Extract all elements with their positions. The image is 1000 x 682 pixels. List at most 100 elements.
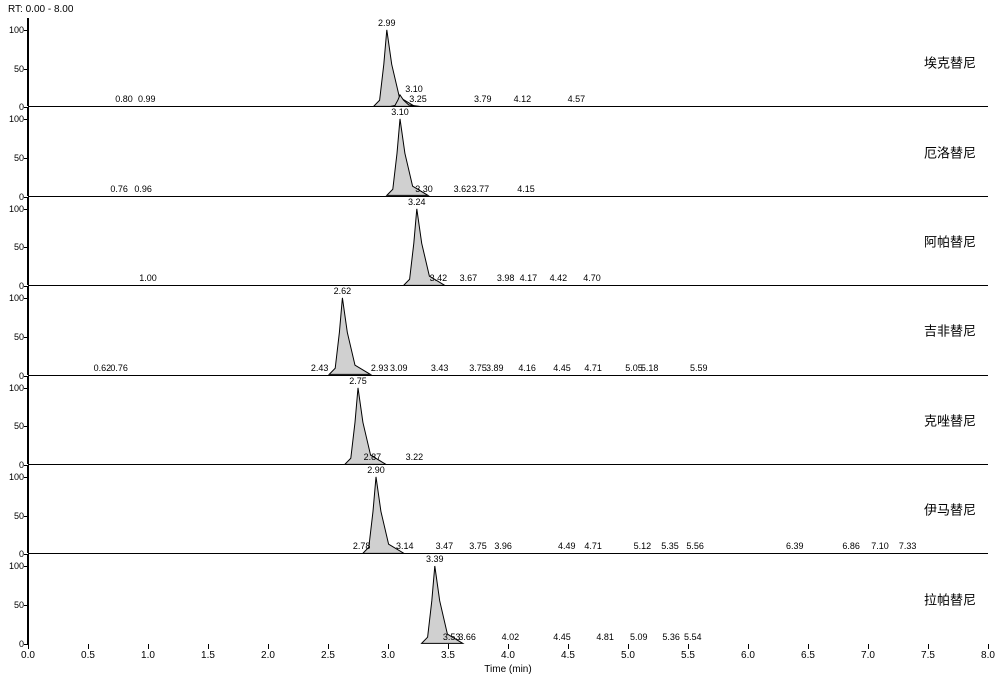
x-tick-label: 5.5: [681, 650, 695, 661]
rt-annotation: 5.12: [634, 541, 652, 551]
rt-annotation: 3.75: [469, 363, 487, 373]
rt-annotation: 3.77: [472, 184, 490, 194]
rt-annotation: 4.45: [553, 363, 571, 373]
main-peak: [329, 298, 370, 375]
x-tick: [268, 644, 269, 649]
y-tick-label: 50: [0, 153, 24, 163]
peak-rt-label: 2.99: [378, 18, 396, 28]
x-tick: [148, 644, 149, 649]
peak-trace: [28, 107, 988, 195]
rt-annotation: 4.71: [584, 363, 602, 373]
x-tick: [868, 644, 869, 649]
y-tick-label: 0: [0, 639, 24, 649]
y-tick-label: 50: [0, 421, 24, 431]
rt-annotation: 3.30: [415, 184, 433, 194]
rt-annotation: 3.25: [409, 94, 427, 104]
y-tick-label: 100: [0, 561, 24, 571]
y-tick-label: 0: [0, 371, 24, 381]
rt-annotation: 4.12: [514, 94, 532, 104]
x-tick: [328, 644, 329, 649]
rt-annotation: 3.22: [406, 452, 424, 462]
y-tick-label: 0: [0, 460, 24, 470]
chromatogram-panel: 0501002.902.783.143.473.753.964.494.715.…: [28, 465, 988, 554]
chromatogram-panel: 0501002.620.620.762.432.933.093.433.753.…: [28, 286, 988, 375]
y-tick-label: 100: [0, 25, 24, 35]
compound-name: 伊马替尼: [924, 500, 976, 519]
x-tick: [928, 644, 929, 649]
rt-annotation: 5.09: [630, 632, 648, 642]
x-tick-label: 2.5: [321, 650, 335, 661]
x-tick-label: 2.0: [261, 650, 275, 661]
peak-trace: [28, 465, 988, 553]
x-tick-label: 3.0: [381, 650, 395, 661]
rt-annotation: 3.67: [460, 273, 478, 283]
peak-rt-label: 3.24: [408, 197, 426, 207]
rt-annotation: 3.96: [494, 541, 512, 551]
rt-annotation: 7.33: [899, 541, 917, 551]
y-tick-label: 50: [0, 64, 24, 74]
x-tick-label: 6.0: [741, 650, 755, 661]
y-tick-label: 100: [0, 114, 24, 124]
peak-rt-label: 2.90: [367, 465, 385, 475]
rt-range-label: RT: 0.00 - 8.00: [8, 4, 73, 15]
x-tick-label: 6.5: [801, 650, 815, 661]
rt-annotation: 3.42: [430, 273, 448, 283]
compound-name: 吉非替尼: [924, 321, 976, 340]
peak-rt-label: 3.10: [391, 107, 409, 117]
rt-annotation: 4.70: [583, 273, 601, 283]
secondary-peak-label: 3.10: [405, 84, 423, 94]
rt-annotation: 4.02: [502, 632, 520, 642]
compound-name: 厄洛替尼: [924, 142, 976, 161]
y-tick-label: 100: [0, 293, 24, 303]
peak-rt-label: 3.39: [426, 554, 444, 564]
rt-annotation: 2.93: [371, 363, 389, 373]
x-tick-label: 1.5: [201, 650, 215, 661]
chromatogram-panel: 0501003.241.003.423.673.984.174.424.70阿帕…: [28, 197, 988, 286]
x-tick-label: 7.5: [921, 650, 935, 661]
x-tick: [568, 644, 569, 649]
x-tick-label: 5.0: [621, 650, 635, 661]
x-tick-label: 0.0: [21, 650, 35, 661]
rt-annotation: 4.15: [517, 184, 535, 194]
rt-annotation: 3.79: [474, 94, 492, 104]
rt-annotation: 1.00: [139, 273, 157, 283]
rt-annotation: 3.75: [469, 541, 487, 551]
x-tick: [748, 644, 749, 649]
x-tick: [88, 644, 89, 649]
rt-annotation: 5.56: [686, 541, 704, 551]
rt-annotation: 4.81: [596, 632, 614, 642]
x-axis: 0.00.51.01.52.02.53.03.54.04.55.05.56.06…: [28, 644, 988, 678]
x-tick: [448, 644, 449, 649]
rt-annotation: 6.39: [786, 541, 804, 551]
y-tick-label: 0: [0, 549, 24, 559]
rt-annotation: 6.86: [842, 541, 860, 551]
y-tick-label: 100: [0, 472, 24, 482]
peak-trace: [28, 197, 988, 285]
chromatogram-panels: 0501002.993.100.800.993.253.794.124.57埃克…: [28, 18, 988, 644]
peak-trace: [28, 286, 988, 374]
x-tick: [208, 644, 209, 649]
rt-annotation: 0.99: [138, 94, 156, 104]
compound-name: 克唑替尼: [924, 410, 976, 429]
rt-annotation: 2.87: [364, 452, 382, 462]
rt-annotation: 0.76: [110, 363, 128, 373]
rt-annotation: 3.43: [431, 363, 449, 373]
x-tick-label: 7.0: [861, 650, 875, 661]
y-tick-label: 50: [0, 511, 24, 521]
rt-annotation: 4.49: [558, 541, 576, 551]
rt-annotation: 3.47: [436, 541, 454, 551]
x-tick: [388, 644, 389, 649]
rt-annotation: 4.57: [568, 94, 586, 104]
compound-name: 拉帕替尼: [924, 590, 976, 609]
rt-annotation: 3.14: [396, 541, 414, 551]
y-tick-label: 50: [0, 600, 24, 610]
rt-annotation: 5.54: [684, 632, 702, 642]
rt-annotation: 5.18: [641, 363, 659, 373]
rt-annotation: 0.76: [110, 184, 128, 194]
peak-rt-label: 2.62: [334, 286, 352, 296]
x-tick-label: 3.5: [441, 650, 455, 661]
rt-annotation: 4.16: [518, 363, 536, 373]
chromatogram-panel: 0501003.100.760.963.303.623.774.15厄洛替尼: [28, 107, 988, 196]
compound-name: 阿帕替尼: [924, 231, 976, 250]
rt-annotation: 2.43: [311, 363, 329, 373]
